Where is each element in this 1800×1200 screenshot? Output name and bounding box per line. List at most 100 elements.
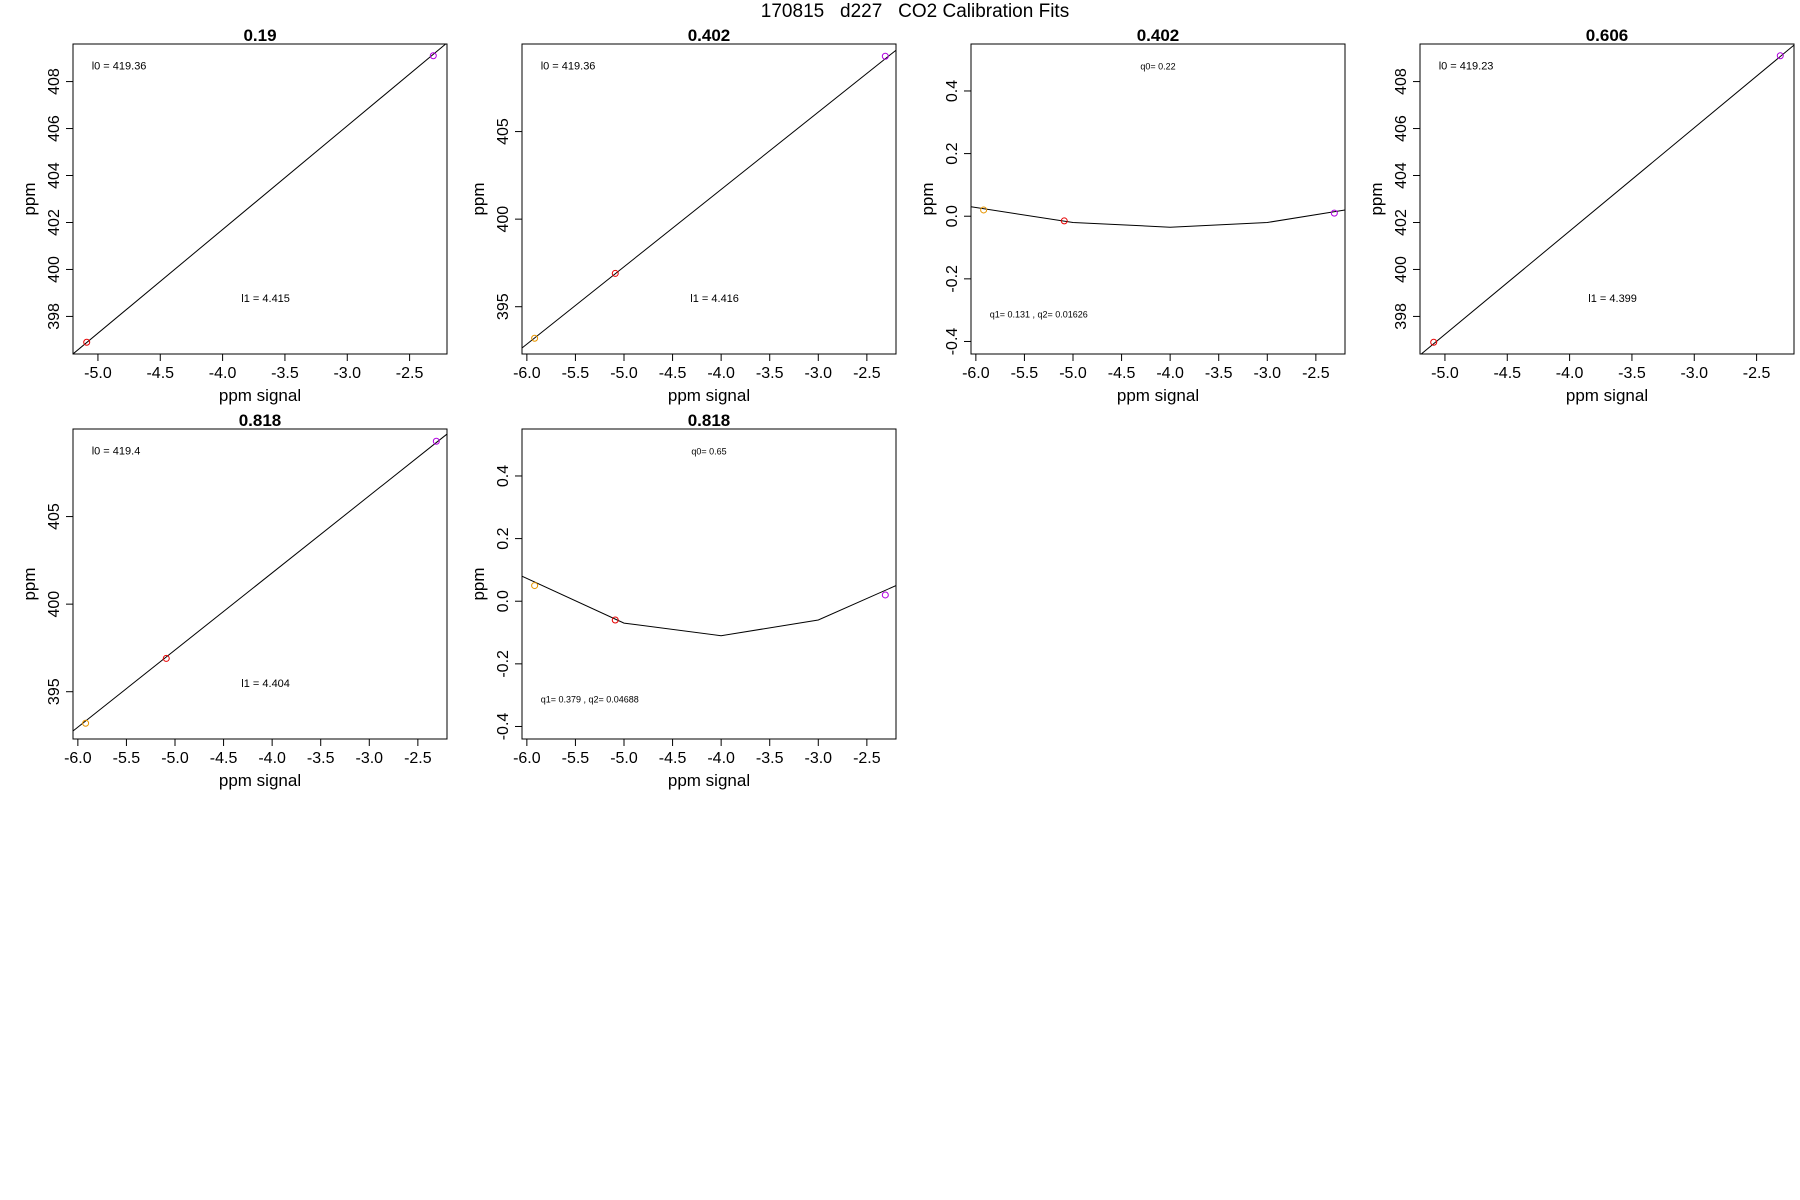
plot-frame <box>970 43 1346 355</box>
x-tick-label: -2.5 <box>404 750 432 767</box>
plot-frame <box>1419 43 1795 355</box>
y-tick-label: 402 <box>46 209 63 236</box>
y-tick-label: 400 <box>495 206 512 233</box>
data-point <box>82 719 90 727</box>
chart-panel-6: 0.818 -6.0 -5.5 -5.0 -4.5 -4.0 -3.5 -3.0 -2.5 -0.… <box>469 411 897 790</box>
x-tick-label: -4.5 <box>210 750 238 767</box>
annotation-label: l0 = 419.36 <box>92 61 147 73</box>
x-tick-label: -5.5 <box>1011 365 1039 382</box>
annotation-label: l1 = 4.415 <box>241 293 290 305</box>
y-tick-label: 404 <box>1393 162 1410 189</box>
fit-line <box>1420 44 1794 354</box>
x-tick-label: -6.0 <box>513 365 541 382</box>
data-point <box>1430 338 1438 346</box>
x-tick-label: -2.5 <box>1743 365 1771 382</box>
y-tick-label: 408 <box>1393 68 1410 95</box>
data-point <box>432 437 440 445</box>
residual-curve <box>971 206 1345 228</box>
x-tick-label: -5.5 <box>113 750 141 767</box>
x-axis-label: ppm signal <box>219 386 301 405</box>
y-tick-label: 0.0 <box>944 205 961 227</box>
x-tick-label: -6.0 <box>962 365 990 382</box>
x-tick-label: -4.0 <box>209 365 237 382</box>
panel-title: 0.19 <box>243 26 276 45</box>
annotation-label: q0= 0.22 <box>1140 62 1175 72</box>
data-point <box>881 591 889 599</box>
fit-line <box>73 433 447 732</box>
y-tick-label: 398 <box>46 303 63 330</box>
x-tick-label: -4.5 <box>1493 365 1521 382</box>
plot-frame <box>521 43 897 355</box>
panel-title: 0.818 <box>688 411 731 430</box>
x-tick-label: -5.0 <box>84 365 112 382</box>
data-point <box>83 338 91 346</box>
data-point <box>162 654 170 662</box>
x-tick-label: -2.5 <box>396 365 424 382</box>
annotation-label: l0 = 419.4 <box>92 446 141 458</box>
y-tick-label: -0.2 <box>944 265 961 293</box>
y-tick-label: 0.0 <box>495 590 512 612</box>
y-tick-label: -0.4 <box>944 328 961 356</box>
y-tick-label: -0.4 <box>495 713 512 741</box>
annotation-label: q1= 0.379 , q2= 0.04688 <box>541 695 639 705</box>
x-tick-label: -2.5 <box>853 365 881 382</box>
plot-frame <box>72 428 448 740</box>
data-point <box>1060 217 1068 225</box>
x-tick-label: -3.0 <box>1253 365 1281 382</box>
x-tick-label: -3.5 <box>756 365 784 382</box>
x-tick-label: -3.0 <box>355 750 383 767</box>
x-tick-label: -3.0 <box>804 365 832 382</box>
x-tick-label: -5.5 <box>562 750 590 767</box>
x-tick-label: -3.5 <box>1205 365 1233 382</box>
fit-line <box>73 44 447 354</box>
data-point <box>1776 52 1784 60</box>
data-point <box>611 269 619 277</box>
y-tick-label: 0.2 <box>944 142 961 164</box>
x-tick-label: -4.0 <box>1556 365 1584 382</box>
data-point <box>611 616 619 624</box>
y-tick-label: 398 <box>1393 303 1410 330</box>
panel-title: 0.402 <box>688 26 731 45</box>
panel-title: 0.818 <box>239 411 282 430</box>
y-tick-label: 400 <box>46 591 63 618</box>
y-tick-label: 402 <box>1393 209 1410 236</box>
annotation-label: l1 = 4.416 <box>690 293 739 305</box>
annotation-label: l1 = 4.404 <box>241 678 290 690</box>
x-axis-label: ppm signal <box>1566 386 1648 405</box>
y-axis-label: ppm <box>20 567 39 600</box>
y-tick-label: 408 <box>46 68 63 95</box>
x-tick-label: -6.0 <box>513 750 541 767</box>
x-tick-label: -5.0 <box>610 750 638 767</box>
y-tick-label: 405 <box>46 503 63 530</box>
x-tick-label: -4.0 <box>1156 365 1184 382</box>
annotation-label: l0 = 419.36 <box>541 61 596 73</box>
x-tick-label: -3.0 <box>804 750 832 767</box>
x-tick-label: -2.5 <box>1302 365 1330 382</box>
y-tick-label: 395 <box>495 293 512 320</box>
x-tick-label: -4.0 <box>707 750 735 767</box>
y-axis-label: ppm <box>918 182 937 215</box>
y-tick-label: 0.4 <box>495 465 512 487</box>
data-point <box>429 52 437 60</box>
x-tick-label: -4.0 <box>707 365 735 382</box>
x-axis-label: ppm signal <box>668 771 750 790</box>
x-tick-label: -4.0 <box>258 750 286 767</box>
chart-panel-1: 0.19 -5.0 -4.5 -4.0 -3.5 -3.0 -2.5 398 400 402 404… <box>20 26 448 405</box>
x-tick-label: -5.0 <box>610 365 638 382</box>
x-axis-label: ppm signal <box>668 386 750 405</box>
residual-curve <box>522 575 896 637</box>
y-tick-label: 400 <box>1393 256 1410 283</box>
data-point <box>531 582 539 590</box>
x-tick-label: -3.5 <box>1618 365 1646 382</box>
panel-title: 0.402 <box>1137 26 1180 45</box>
chart-panel-5: 0.818 -6.0 -5.5 -5.0 -4.5 -4.0 -3.5 -3.0 -2.5 395… <box>20 411 448 790</box>
plot-frame <box>521 428 897 740</box>
x-tick-label: -4.5 <box>146 365 174 382</box>
x-tick-label: -3.5 <box>307 750 335 767</box>
y-tick-label: 0.4 <box>944 80 961 102</box>
x-tick-label: -3.0 <box>1680 365 1708 382</box>
data-point <box>881 52 889 60</box>
data-point <box>531 334 539 342</box>
x-tick-label: -6.0 <box>64 750 92 767</box>
x-axis-label: ppm signal <box>1117 386 1199 405</box>
